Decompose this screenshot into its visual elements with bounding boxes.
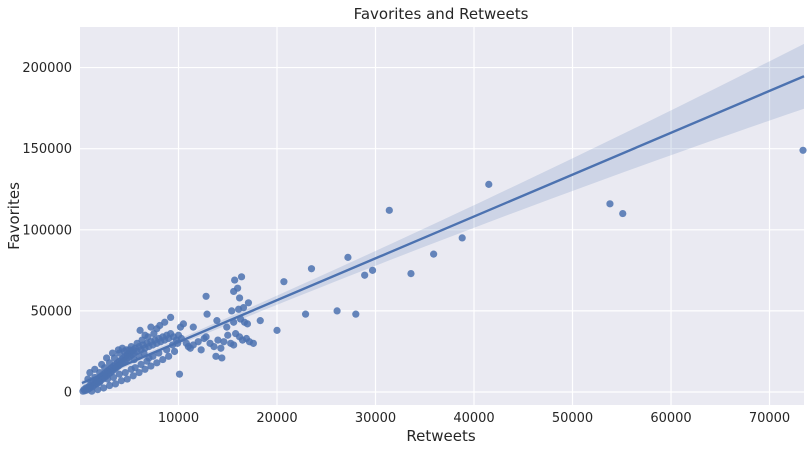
scatter-point [203, 310, 211, 318]
scatter-point [123, 375, 131, 383]
scatter-point [147, 323, 155, 331]
x-tick-label: 20000 [256, 411, 297, 426]
scatter-point [98, 360, 106, 369]
scatter-point [385, 206, 393, 214]
scatter-point [239, 304, 248, 312]
scatter-point [223, 323, 231, 331]
scatter-point [273, 326, 281, 334]
scatter-point [189, 323, 197, 331]
x-tick-labels: 10000 20000 30000 40000 50000 60000 70000 [158, 411, 790, 426]
y-tick-label: 150000 [22, 142, 72, 157]
y-tick-labels: 0 50000 100000 150000 200000 [22, 61, 72, 400]
scatter-point [161, 318, 169, 326]
x-tick-label: 60000 [650, 411, 691, 426]
scatter-point [153, 359, 161, 367]
scatter-point [102, 354, 111, 362]
scatter-point [91, 365, 99, 373]
scatter-point [109, 373, 118, 382]
scatter-point [799, 146, 807, 154]
scatter-point [105, 381, 114, 390]
scatter-point [234, 284, 242, 292]
y-axis-label: Favorites [5, 182, 23, 250]
scatter-point [307, 265, 316, 273]
y-tick-label: 50000 [31, 304, 72, 319]
scatter-point [224, 331, 232, 339]
scatter-point [212, 352, 220, 360]
scatter-point [301, 310, 310, 318]
scatter-point [94, 385, 102, 394]
scatter-point [170, 347, 179, 356]
scatter-point [108, 349, 117, 357]
scatter-point [100, 384, 108, 392]
scatter-point [352, 310, 360, 318]
scatter-point [220, 338, 228, 346]
chart-title: Favorites and Retweets [354, 5, 529, 23]
scatter-point [127, 342, 135, 351]
scatter-point [141, 331, 149, 339]
scatter-point [137, 360, 145, 369]
scatter-point [111, 380, 120, 388]
scatter-point [147, 362, 155, 370]
y-tick-label: 0 [64, 386, 72, 401]
scatter-point [333, 307, 341, 315]
scatter-point [202, 292, 210, 300]
scatter-point [143, 357, 151, 365]
scatter-point [129, 372, 137, 380]
scatter-point [96, 378, 104, 386]
scatter-point [194, 338, 202, 346]
scatter-point [485, 180, 493, 188]
scatter-point [243, 320, 252, 328]
scatter-point [361, 271, 369, 279]
scatter-point [218, 354, 226, 362]
x-tick-label: 50000 [552, 411, 593, 426]
scatter-point [88, 387, 96, 395]
scatter-point [141, 365, 149, 373]
scatter-point [131, 364, 139, 372]
scatter-point [179, 320, 188, 328]
scatter-point [121, 368, 129, 377]
scatter-point [407, 269, 415, 278]
scatter-point [175, 370, 184, 378]
scatter-point [202, 333, 210, 341]
scatter-point [159, 355, 167, 364]
scatter-point [167, 313, 175, 321]
scatter-point [280, 278, 288, 286]
scatter-point [210, 342, 218, 351]
scatter-point [136, 326, 144, 334]
scatter-point [368, 266, 377, 274]
scatter-point [135, 368, 143, 377]
scatter-point [165, 352, 173, 360]
scatter-point [256, 317, 264, 325]
scatter-point [458, 234, 466, 242]
scatter-point [117, 377, 125, 385]
scatter-point [115, 370, 124, 378]
scatter-point [231, 276, 239, 284]
scatter-point [235, 294, 244, 302]
scatter-point [213, 317, 221, 325]
regression-line-group [81, 75, 805, 385]
scatter-point [228, 307, 236, 315]
regression-line [81, 75, 805, 385]
x-tick-label: 10000 [158, 411, 199, 426]
scatter-point [214, 336, 222, 344]
x-tick-label: 40000 [453, 411, 494, 426]
scatter-point [249, 339, 257, 347]
scatter-point [197, 346, 205, 354]
scatter-point [103, 375, 112, 383]
x-tick-label: 70000 [749, 411, 790, 426]
x-tick-label: 30000 [355, 411, 396, 426]
scatter-point [230, 341, 238, 349]
scatter-point [430, 250, 438, 258]
scatter-point [244, 299, 253, 307]
scatter-point [217, 344, 225, 352]
scatter-point [237, 273, 246, 281]
scatter-point [344, 253, 352, 261]
y-tick-label: 200000 [22, 61, 72, 76]
scatter-point [619, 209, 627, 218]
scatter-point [606, 200, 614, 208]
y-tick-label: 100000 [22, 223, 72, 238]
x-axis-label: Retweets [406, 427, 475, 445]
